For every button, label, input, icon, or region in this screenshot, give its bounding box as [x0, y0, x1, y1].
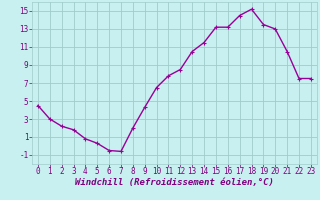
X-axis label: Windchill (Refroidissement éolien,°C): Windchill (Refroidissement éolien,°C) — [75, 178, 274, 187]
